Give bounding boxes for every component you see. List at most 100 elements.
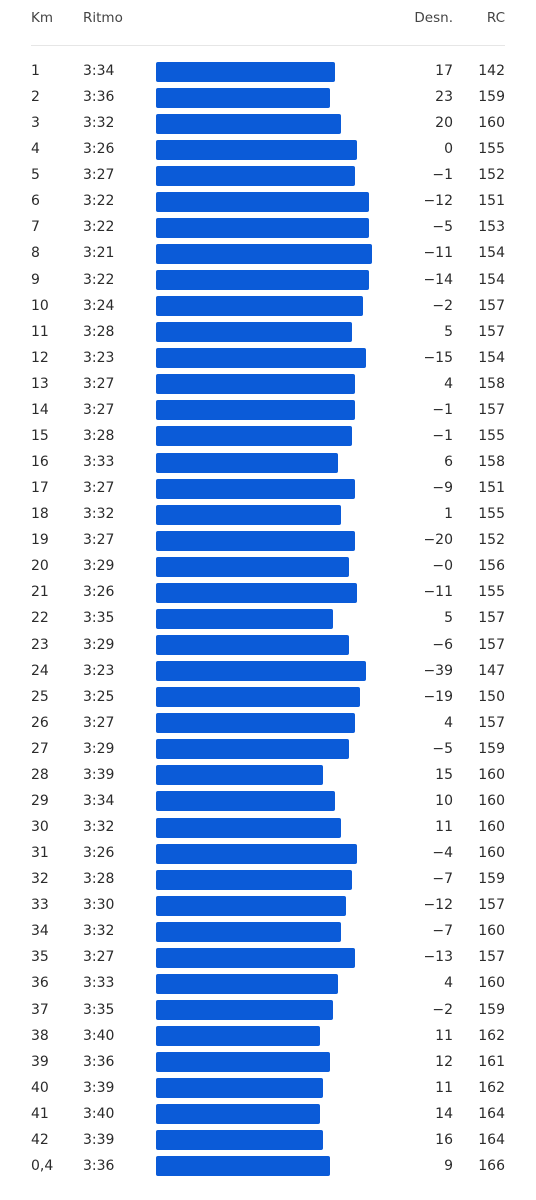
elevation-cell: 9 — [444, 1157, 453, 1174]
km-cell: 33 — [31, 897, 49, 914]
hr-cell: 159 — [478, 740, 505, 757]
km-cell: 31 — [31, 845, 49, 862]
km-cell: 13 — [31, 375, 49, 392]
header-divider — [31, 45, 505, 46]
elevation-cell: −0 — [432, 558, 453, 575]
km-cell: 25 — [31, 688, 49, 705]
km-cell: 40 — [31, 1079, 49, 1096]
elevation-cell: −5 — [432, 219, 453, 236]
pace-bar — [156, 270, 369, 291]
km-cell: 9 — [31, 271, 40, 288]
pace-cell: 3:33 — [83, 454, 115, 471]
hr-cell: 157 — [478, 714, 505, 731]
hr-cell: 164 — [478, 1105, 505, 1122]
pace-bar — [156, 661, 367, 682]
elevation-cell: −39 — [423, 662, 453, 679]
pace-cell: 3:39 — [83, 1079, 115, 1096]
elevation-cell: −7 — [432, 923, 453, 940]
pace-bar — [156, 843, 358, 864]
pace-cell: 3:26 — [83, 845, 115, 862]
pace-bar — [156, 556, 349, 577]
hr-cell: 151 — [478, 193, 505, 210]
km-cell: 15 — [31, 427, 49, 444]
pace-bar — [156, 113, 341, 134]
km-cell: 6 — [31, 193, 40, 210]
pace-bar — [156, 1130, 323, 1151]
elevation-cell: 15 — [435, 766, 453, 783]
km-cell: 32 — [31, 871, 49, 888]
hr-cell: 162 — [478, 1079, 505, 1096]
km-cell: 11 — [31, 323, 49, 340]
pace-cell: 3:34 — [83, 63, 115, 79]
pace-bar — [156, 400, 355, 421]
pace-bar — [156, 478, 355, 499]
pace-cell: 3:29 — [83, 740, 115, 757]
pace-cell: 3:32 — [83, 115, 115, 132]
pace-cell: 3:28 — [83, 871, 115, 888]
hr-cell: 161 — [478, 1053, 505, 1070]
pace-cell: 3:22 — [83, 219, 115, 236]
header-elevation: Desn. — [414, 10, 453, 26]
km-cell: 0,4 — [31, 1157, 54, 1174]
pace-cell: 3:27 — [83, 949, 115, 966]
km-cell: 24 — [31, 662, 49, 679]
pace-bar — [156, 139, 358, 160]
elevation-cell: 12 — [435, 1053, 453, 1070]
elevation-cell: −1 — [432, 427, 453, 444]
pace-cell: 3:40 — [83, 1105, 115, 1122]
pace-bar — [156, 1052, 331, 1073]
hr-cell: 157 — [478, 949, 505, 966]
km-cell: 34 — [31, 923, 49, 940]
pace-cell: 3:28 — [83, 427, 115, 444]
elevation-cell: −7 — [432, 871, 453, 888]
km-cell: 35 — [31, 949, 49, 966]
pace-bar — [156, 1000, 333, 1021]
elevation-cell: −12 — [423, 897, 453, 914]
pace-bar — [156, 1156, 331, 1177]
hr-cell: 156 — [478, 558, 505, 575]
elevation-cell: 0 — [444, 141, 453, 158]
hr-cell: 151 — [478, 480, 505, 497]
pace-bar — [156, 582, 358, 603]
km-cell: 26 — [31, 714, 49, 731]
pace-cell: 3:28 — [83, 323, 115, 340]
km-cell: 4 — [31, 141, 40, 158]
pace-cell: 3:27 — [83, 480, 115, 497]
pace-cell: 3:32 — [83, 819, 115, 836]
pace-bar — [156, 348, 367, 369]
hr-cell: 147 — [478, 662, 505, 679]
hr-cell: 153 — [478, 219, 505, 236]
hr-cell: 160 — [478, 975, 505, 992]
hr-cell: 152 — [478, 167, 505, 184]
km-cell: 42 — [31, 1131, 49, 1148]
pace-bar — [156, 1078, 323, 1099]
elevation-cell: −5 — [432, 740, 453, 757]
hr-cell: 160 — [478, 115, 505, 132]
elevation-cell: 4 — [444, 375, 453, 392]
pace-bar — [156, 217, 369, 238]
pace-bar — [156, 530, 355, 551]
hr-cell: 160 — [478, 845, 505, 862]
pace-cell: 3:24 — [83, 297, 115, 314]
pace-cell: 3:23 — [83, 662, 115, 679]
pace-bar — [156, 296, 364, 317]
elevation-cell: 11 — [435, 819, 453, 836]
hr-cell: 160 — [478, 819, 505, 836]
elevation-cell: −1 — [432, 167, 453, 184]
hr-cell: 155 — [478, 584, 505, 601]
pace-cell: 3:32 — [83, 923, 115, 940]
km-cell: 7 — [31, 219, 40, 236]
elevation-cell: −11 — [423, 584, 453, 601]
km-cell: 38 — [31, 1027, 49, 1044]
elevation-cell: −2 — [432, 1001, 453, 1018]
pace-bar — [156, 635, 349, 656]
pace-bar — [156, 1104, 320, 1125]
km-cell: 12 — [31, 349, 49, 366]
pace-bar — [156, 191, 369, 212]
pace-bar — [156, 61, 336, 82]
pace-bar — [156, 165, 355, 186]
hr-cell: 160 — [478, 923, 505, 940]
elevation-cell: 23 — [435, 89, 453, 106]
km-cell: 27 — [31, 740, 49, 757]
hr-cell: 155 — [478, 427, 505, 444]
